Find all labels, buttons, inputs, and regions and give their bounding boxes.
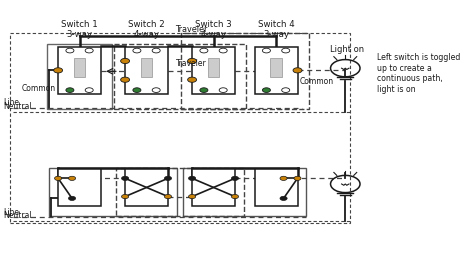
Circle shape bbox=[121, 77, 129, 82]
Circle shape bbox=[66, 48, 74, 53]
Circle shape bbox=[294, 176, 301, 180]
Circle shape bbox=[189, 194, 196, 199]
Text: Line: Line bbox=[4, 208, 19, 217]
Bar bbox=[255, 169, 298, 206]
Bar bbox=[125, 47, 168, 94]
Text: Common: Common bbox=[300, 77, 334, 86]
Circle shape bbox=[68, 176, 76, 180]
Text: Traveler: Traveler bbox=[175, 25, 208, 34]
Circle shape bbox=[66, 88, 74, 93]
Bar bbox=[47, 44, 112, 109]
Circle shape bbox=[121, 194, 128, 199]
Bar bbox=[125, 169, 168, 206]
Text: Neutral: Neutral bbox=[4, 211, 32, 220]
Circle shape bbox=[219, 88, 227, 93]
Bar bbox=[141, 58, 153, 77]
Circle shape bbox=[152, 88, 160, 93]
Text: Left switch is toggled
up to create a
continuous path,
light is on: Left switch is toggled up to create a co… bbox=[376, 53, 460, 94]
Circle shape bbox=[263, 48, 271, 53]
Bar bbox=[49, 168, 177, 216]
Circle shape bbox=[282, 88, 290, 93]
Circle shape bbox=[121, 58, 129, 64]
Circle shape bbox=[282, 48, 290, 53]
Bar bbox=[73, 58, 85, 77]
Bar bbox=[10, 33, 350, 222]
Text: Neutral: Neutral bbox=[4, 102, 32, 111]
Circle shape bbox=[85, 88, 93, 93]
Text: Traveler: Traveler bbox=[176, 59, 207, 68]
Text: Switch 4
3-way: Switch 4 3-way bbox=[258, 20, 294, 39]
Circle shape bbox=[188, 58, 197, 64]
Text: Line: Line bbox=[4, 98, 19, 107]
Circle shape bbox=[55, 176, 62, 180]
Circle shape bbox=[200, 48, 208, 53]
Circle shape bbox=[164, 194, 172, 199]
Text: Switch 3
4-way: Switch 3 4-way bbox=[195, 20, 232, 39]
Circle shape bbox=[231, 176, 238, 180]
Circle shape bbox=[68, 196, 76, 200]
Bar bbox=[181, 33, 309, 109]
Bar bbox=[183, 168, 306, 216]
Circle shape bbox=[293, 68, 302, 73]
Bar bbox=[192, 169, 235, 206]
Circle shape bbox=[219, 48, 227, 53]
Circle shape bbox=[280, 196, 287, 200]
Circle shape bbox=[200, 88, 208, 93]
Circle shape bbox=[263, 88, 271, 93]
Text: Switch 1
3-way: Switch 1 3-way bbox=[61, 20, 98, 39]
Circle shape bbox=[133, 48, 141, 53]
Circle shape bbox=[231, 194, 238, 199]
Bar bbox=[58, 169, 101, 206]
Bar bbox=[208, 58, 219, 77]
Circle shape bbox=[133, 88, 141, 93]
Circle shape bbox=[164, 176, 172, 180]
Circle shape bbox=[152, 48, 160, 53]
Circle shape bbox=[85, 48, 93, 53]
Text: Common: Common bbox=[22, 84, 56, 93]
Circle shape bbox=[121, 176, 128, 180]
Circle shape bbox=[280, 176, 287, 180]
Circle shape bbox=[189, 176, 196, 180]
Bar bbox=[192, 47, 235, 94]
Bar bbox=[270, 58, 282, 77]
Text: Switch 2
4-way: Switch 2 4-way bbox=[128, 20, 165, 39]
Bar bbox=[255, 47, 298, 94]
Circle shape bbox=[188, 77, 197, 82]
Circle shape bbox=[54, 68, 63, 73]
Bar bbox=[116, 168, 244, 216]
Bar bbox=[114, 44, 246, 109]
Text: Light on: Light on bbox=[330, 45, 365, 54]
Bar bbox=[58, 47, 101, 94]
